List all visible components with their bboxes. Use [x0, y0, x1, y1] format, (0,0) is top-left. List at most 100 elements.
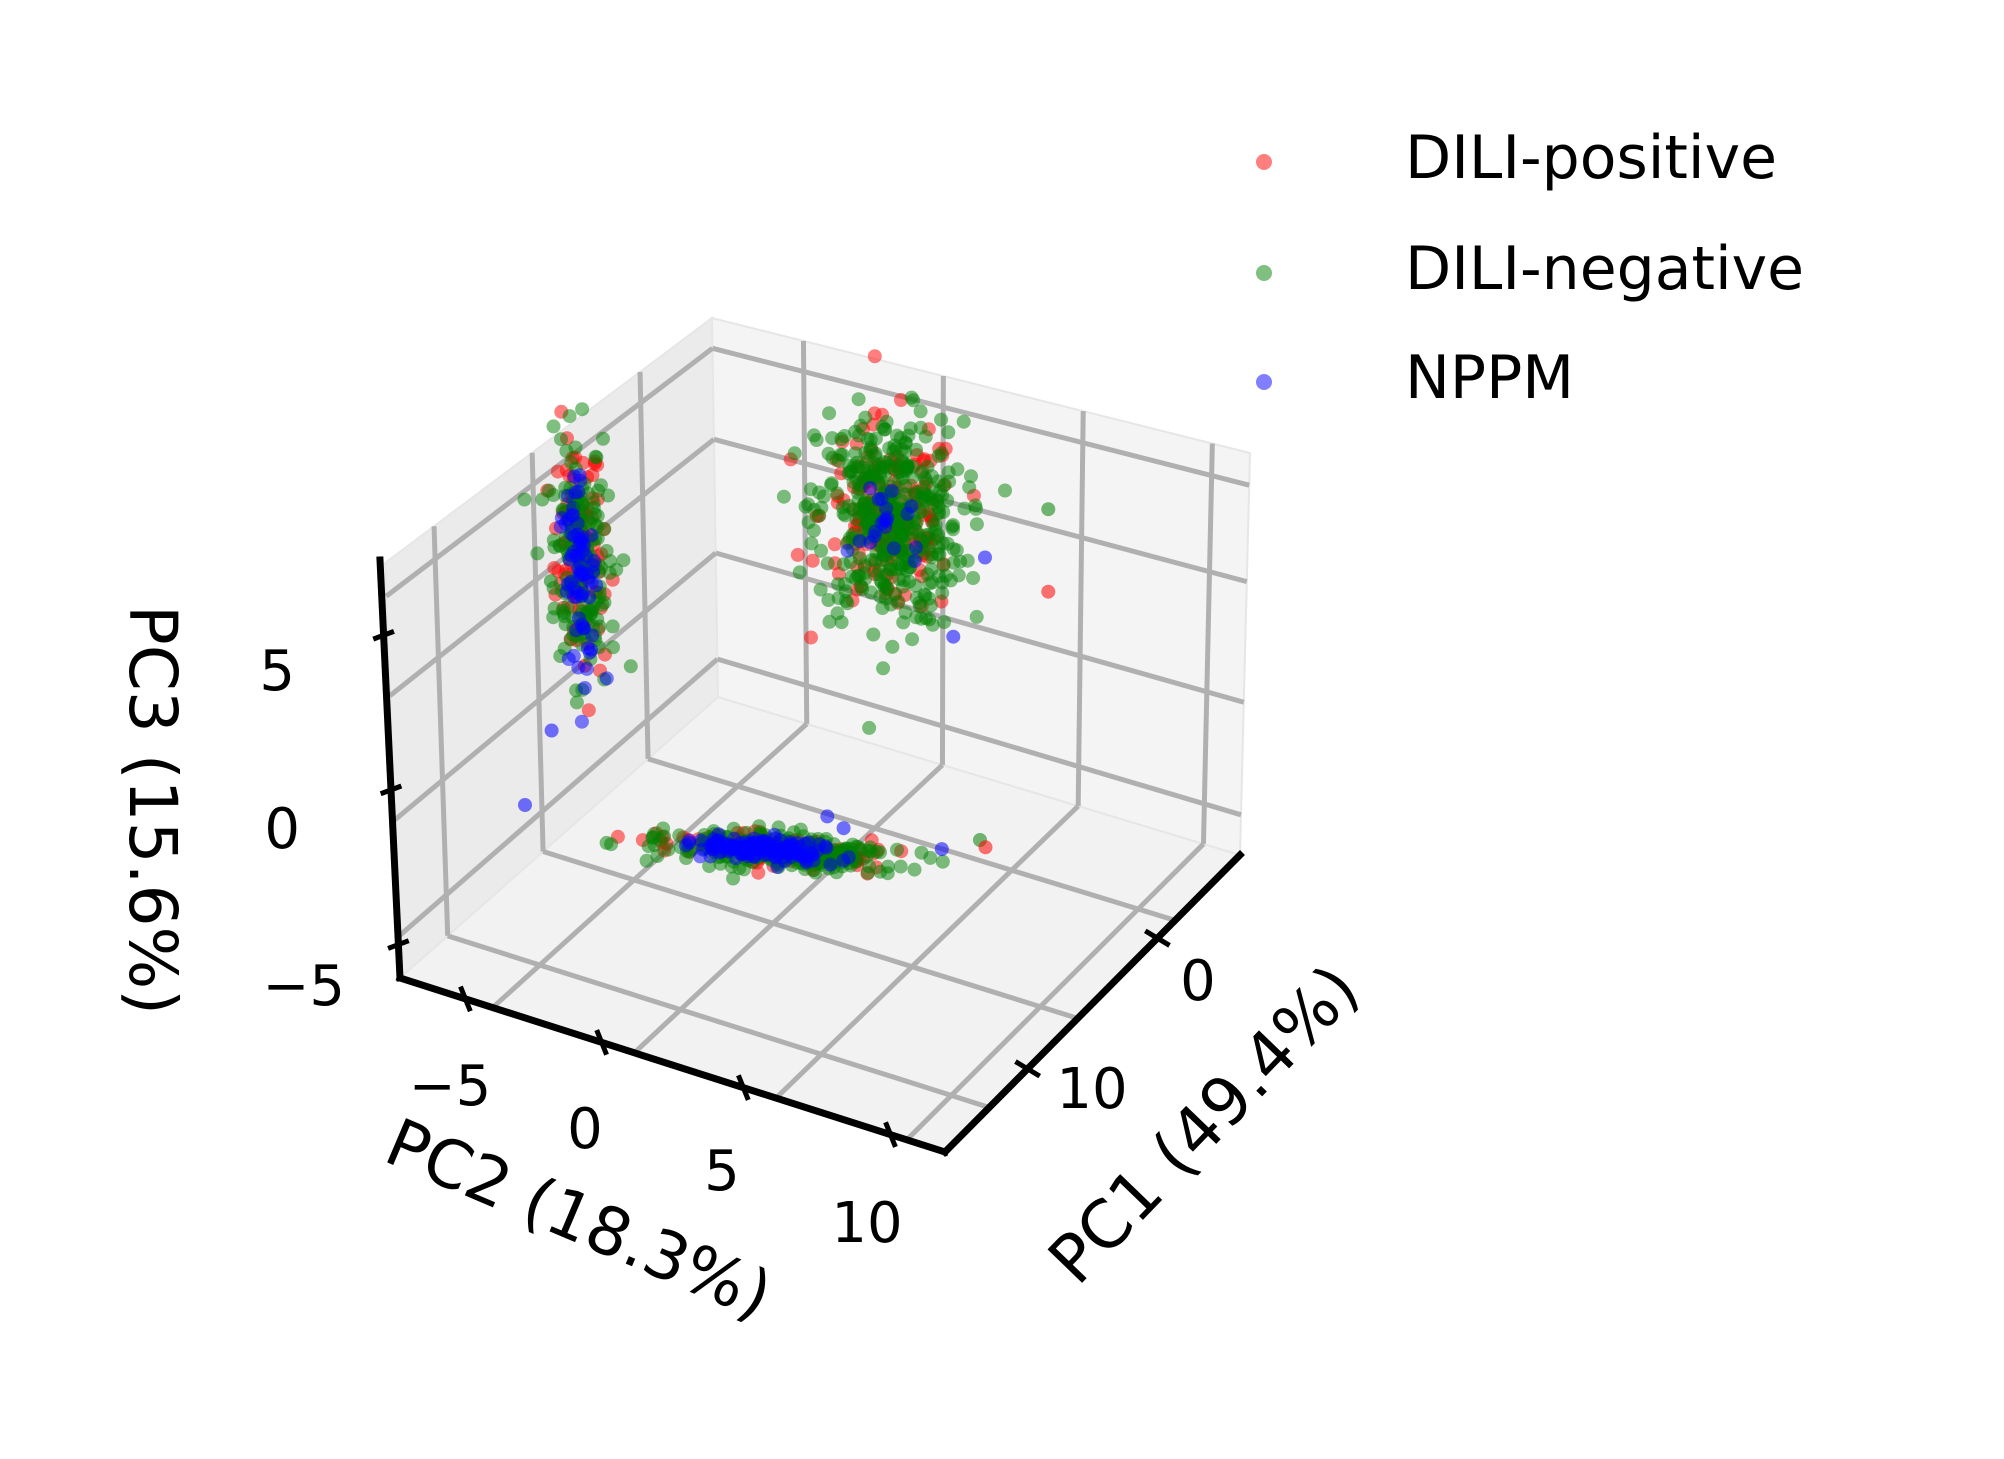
- y-tick-label-0: 0: [567, 1097, 603, 1162]
- point-dili-negative-pc1_pc3: [812, 508, 827, 523]
- legend-entry-nppm: NPPM: [1256, 343, 1574, 413]
- outlier-dili-negative-pc1_pc3: [1041, 502, 1056, 517]
- point-dili-negative-pc1_pc3: [924, 562, 939, 577]
- point-dili-negative-pc1_pc3: [851, 392, 866, 407]
- point-nppm-pc2_pc3: [561, 652, 576, 666]
- z-axis-label: PC3 (15.6%): [114, 605, 191, 1015]
- scatter-points: [517, 349, 1056, 886]
- point-dili-negative-pc1_pc2: [914, 845, 929, 860]
- point-dili-negative-pc2_pc3: [554, 432, 568, 447]
- point-dili-negative-pc2_pc3: [605, 619, 620, 634]
- point-nppm-pc2_pc3: [567, 469, 582, 484]
- point-nppm-pc1_pc2: [678, 838, 693, 853]
- outlier-nppm-pc2_pc3: [544, 723, 559, 738]
- z-axis: −5 0 5 PC3 (15.6%): [114, 605, 345, 1019]
- left-wall-gridline-pc1-0: [431, 526, 451, 936]
- left-wall-gridline-z-3: [384, 346, 714, 599]
- point-dili-negative-pc1_pc3: [969, 501, 983, 516]
- point-nppm-pc1_pc2: [812, 837, 827, 852]
- point-dili-negative-pc1_pc3: [922, 576, 937, 591]
- point-dili-negative-pc1_pc3: [801, 497, 816, 512]
- point-dili-negative-pc1_pc3: [875, 419, 890, 434]
- back-wall-gridline-pc2-3: [1200, 443, 1215, 844]
- point-dili-negative-pc1_pc3: [863, 585, 878, 600]
- point-dili-negative-pc1_pc3: [966, 571, 981, 585]
- point-dili-negative-pc1_pc3: [873, 470, 888, 485]
- back-wall-gridline-pc2-2: [1075, 411, 1086, 807]
- point-dili-negative-pc1_pc2: [650, 849, 665, 863]
- point-dili-negative-pc1_pc2: [859, 849, 874, 864]
- z-axis-tick-1: [379, 783, 403, 797]
- point-dili-negative-pc2_pc3: [616, 553, 631, 568]
- point-dili-negative-pc1_pc3: [891, 474, 906, 488]
- z-tick-label-0: 0: [264, 797, 300, 862]
- point-nppm-pc2_pc3: [568, 485, 583, 500]
- point-dili-negative-pc1_pc3: [969, 609, 984, 624]
- point-dili-negative-pc1_pc3: [792, 565, 807, 580]
- point-nppm-pc2_pc3: [572, 539, 587, 554]
- point-dili-negative-pc1_pc3: [918, 429, 933, 444]
- left-wall-gridline-z-1: [392, 551, 718, 823]
- left-wall-gridline-pc1-1: [529, 452, 546, 852]
- point-nppm-pc2_pc3: [564, 508, 579, 523]
- point-dili-negative-pc2_pc3: [542, 483, 557, 498]
- outlier-nppm-pc1_pc2: [934, 842, 949, 857]
- point-dili-negative-pc1_pc3: [822, 406, 837, 421]
- point-dili-negative-pc1_pc3: [905, 632, 920, 647]
- left-wall-gridline-z-0: [396, 657, 720, 939]
- point-dili-negative-pc1_pc3: [858, 410, 873, 425]
- x-axis-line: [940, 850, 1245, 1157]
- point-nppm-pc2_pc3: [599, 671, 614, 686]
- point-nppm-pc1_pc2: [693, 849, 708, 864]
- point-dili-negative-pc1_pc3: [909, 442, 923, 457]
- point-nppm-pc2_pc3: [585, 628, 600, 643]
- outlier-dili-positive-pc1_pc3: [1041, 584, 1056, 599]
- point-dili-negative-pc2_pc3: [593, 478, 608, 493]
- point-dili-negative-pc1_pc2: [661, 842, 676, 857]
- point-dili-negative-pc1_pc3: [853, 502, 868, 516]
- point-dili-negative-pc1_pc3: [950, 462, 965, 477]
- point-dili-negative-pc1_pc3: [889, 562, 904, 577]
- point-dili-negative-pc1_pc2: [639, 853, 654, 868]
- point-dili-positive-pc1_pc3: [827, 537, 842, 552]
- point-nppm-pc1_pc2: [762, 840, 777, 855]
- point-dili-negative-pc1_pc3: [931, 527, 946, 542]
- point-dili-negative-pc1_pc2: [893, 859, 908, 874]
- point-dili-negative-pc1_pc3: [934, 412, 949, 427]
- y-axis-tick-1: [594, 1029, 609, 1056]
- outlier-dili-negative-pc2_pc3: [543, 574, 558, 589]
- point-dili-negative-pc1_pc3: [776, 489, 791, 504]
- point-dili-negative-pc2_pc3: [606, 640, 620, 655]
- axis-lines: [372, 556, 1245, 1157]
- z-axis-tick-2: [372, 629, 395, 642]
- point-dili-negative-pc1_pc3: [912, 599, 927, 614]
- x-axis-tick-0: [1143, 928, 1171, 948]
- point-dili-negative-pc1_pc3: [962, 480, 977, 495]
- point-dili-negative-pc1_pc3: [885, 639, 900, 654]
- point-nppm-pc1_pc3: [840, 543, 855, 558]
- point-nppm-pc1_pc3: [863, 481, 878, 495]
- point-nppm-pc2_pc3: [574, 714, 589, 729]
- point-dili-negative-pc1_pc3: [830, 606, 845, 621]
- point-dili-negative-pc2_pc3: [623, 659, 638, 674]
- point-dili-negative-pc1_pc3: [813, 582, 828, 597]
- point-dili-negative-pc1_pc3: [931, 540, 946, 555]
- y-tick-label-10: 10: [831, 1191, 902, 1256]
- legend-label-dili-positive: DILI-positive: [1405, 123, 1777, 193]
- point-dili-negative-pc1_pc3: [804, 536, 819, 551]
- point-dili-negative-pc1_pc3: [821, 593, 836, 607]
- point-dili-negative-pc2_pc3: [575, 402, 590, 417]
- point-dili-negative-pc1_pc3: [806, 523, 821, 538]
- point-nppm-pc1_pc2: [747, 849, 762, 864]
- point-nppm-pc2_pc3: [577, 681, 592, 695]
- point-dili-negative-pc1_pc3: [876, 661, 891, 676]
- point-dili-negative-pc1_pc3: [868, 553, 882, 567]
- point-nppm-pc1_pc3: [884, 484, 899, 499]
- point-dili-negative-pc1_pc3: [934, 446, 949, 461]
- left-wall-gridline-pc1-2: [637, 371, 651, 759]
- point-dili-negative-pc1_pc3: [935, 575, 950, 590]
- point-nppm-pc1_pc2: [805, 848, 820, 863]
- point-dili-negative-pc1_pc3: [969, 517, 984, 532]
- point-dili-negative-pc1_pc2: [845, 837, 860, 852]
- point-dili-negative-pc1_pc3: [896, 573, 911, 588]
